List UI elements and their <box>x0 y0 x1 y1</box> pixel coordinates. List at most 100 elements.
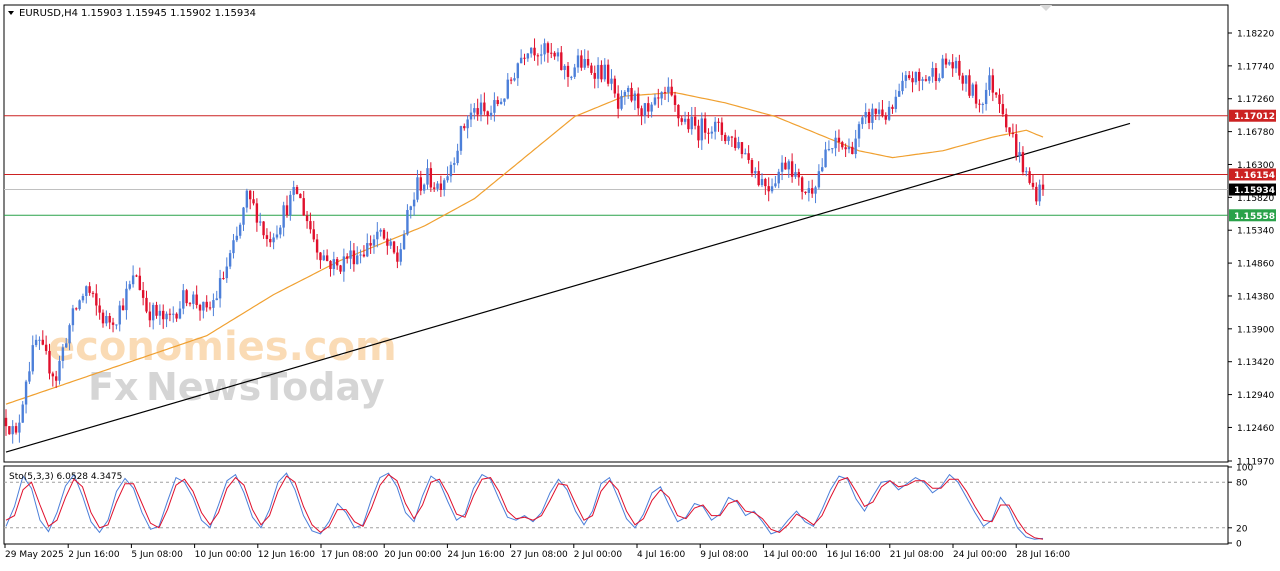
candle-bear <box>600 64 603 80</box>
ohlc-values: 1.15903 1.15945 1.15902 1.15934 <box>81 8 256 19</box>
candle-bear <box>881 109 884 116</box>
candle-bear <box>911 78 914 83</box>
candle-bear <box>1015 134 1018 156</box>
watermark-fx: Fx <box>88 365 138 409</box>
candle-bull <box>921 79 924 81</box>
candle-bull <box>379 229 382 232</box>
stoch-panel[interactable] <box>3 465 1229 545</box>
current-price-label: 1.15934 <box>1234 186 1275 196</box>
resistance-level-upper-label-bg <box>1229 109 1276 122</box>
trendline[interactable] <box>5 122 1131 453</box>
candle-bear <box>138 275 142 291</box>
candle-bear <box>486 111 489 116</box>
moving-average-group <box>5 91 1044 405</box>
watermark-economies: economies.com <box>48 324 397 370</box>
candle-bull <box>627 87 630 92</box>
candle-bear <box>750 160 754 174</box>
time-tick-label: 14 Jul 00:00 <box>763 550 817 560</box>
candle-bull <box>31 345 34 372</box>
candle-bear <box>797 172 801 178</box>
candle-bull <box>158 310 162 316</box>
candle-bear <box>148 311 152 321</box>
candle-bear <box>325 255 329 261</box>
candle-bear <box>998 94 1001 105</box>
candle-bear <box>616 93 620 109</box>
candle-bull <box>780 162 784 172</box>
candle-bear <box>205 301 208 308</box>
candle-bear <box>392 241 396 253</box>
candle-bull <box>165 313 168 320</box>
candle-bull <box>928 76 931 81</box>
candle-bull <box>519 57 523 64</box>
time-tick-label: 28 Jul 16:00 <box>1016 550 1070 560</box>
candle-bear <box>362 254 366 257</box>
candle-bull <box>118 305 121 325</box>
time-tick-label: 24 Jun 16:00 <box>447 550 504 560</box>
candle-bear <box>222 278 225 280</box>
candle-bear <box>630 87 633 101</box>
candle-bear <box>637 93 640 109</box>
candle-bear <box>75 308 78 310</box>
candle-bull <box>981 104 984 106</box>
candle-bull <box>182 290 185 309</box>
candle-bull <box>596 64 600 79</box>
chart-header: EURUSD,H4 1.15903 1.15945 1.15902 1.1593… <box>8 8 256 19</box>
candle-bull <box>1018 152 1021 156</box>
candle-bull <box>620 95 623 109</box>
candle-bear <box>54 376 58 381</box>
candle-bull <box>289 194 292 216</box>
candle-bear <box>613 78 617 94</box>
candle-bear <box>566 65 570 77</box>
price-tick-label: 1.14380 <box>1237 292 1274 302</box>
candle-bull <box>529 47 533 54</box>
candle-bull <box>443 180 446 190</box>
triangle-down-icon[interactable] <box>8 11 14 15</box>
time-tick-label: 16 Jul 16:00 <box>827 550 881 560</box>
time-tick-label: 9 Jul 08:00 <box>700 550 749 560</box>
candle-bear <box>305 215 309 222</box>
candle-bull <box>964 75 968 84</box>
candle-bull <box>713 121 717 132</box>
candle-bull <box>499 101 503 104</box>
candle-bear <box>419 177 422 191</box>
candle-bull <box>238 224 242 236</box>
candle-bull <box>128 284 131 289</box>
candle-bull <box>65 343 68 348</box>
candle-bear <box>810 188 814 194</box>
candle-bear <box>369 243 372 246</box>
candle-bull <box>125 288 128 311</box>
candle-bear <box>175 313 178 319</box>
trendline-group <box>5 122 1131 453</box>
candle-bear <box>991 75 995 93</box>
candle-bull <box>984 89 988 105</box>
moving-average-line <box>5 91 1044 405</box>
candle-bull <box>754 171 757 174</box>
candle-bull <box>503 98 506 102</box>
candle-bull <box>376 231 379 240</box>
candle-bull <box>794 172 797 177</box>
candle-bear <box>14 426 18 433</box>
candle-bull <box>941 58 944 78</box>
candle-bear <box>978 103 981 105</box>
stochastic-group: 100 80 20 0 <box>4 464 1253 550</box>
candle-bull <box>272 237 275 243</box>
candle-bear <box>804 191 807 193</box>
candle-bear <box>951 62 954 69</box>
candle-bull <box>402 234 406 250</box>
candle-bear <box>439 183 443 190</box>
candle-bear <box>319 252 322 261</box>
candle-bear <box>580 55 583 68</box>
candle-bear <box>91 292 95 294</box>
candle-bear <box>101 312 105 324</box>
candle-bear <box>162 310 165 320</box>
time-tick-label: 2 Jun 16:00 <box>68 550 120 560</box>
candle-bull <box>71 308 75 326</box>
candle-bull <box>349 250 352 259</box>
candle-bear <box>784 162 787 170</box>
price-tick-label: 1.11970 <box>1237 458 1274 468</box>
candle-bear <box>41 339 44 345</box>
stoch-tick-label: 80 <box>1236 479 1248 489</box>
candle-bear <box>800 177 804 192</box>
time-tick-label: 10 Jun 00:00 <box>195 550 252 560</box>
candle-bear <box>546 43 550 53</box>
